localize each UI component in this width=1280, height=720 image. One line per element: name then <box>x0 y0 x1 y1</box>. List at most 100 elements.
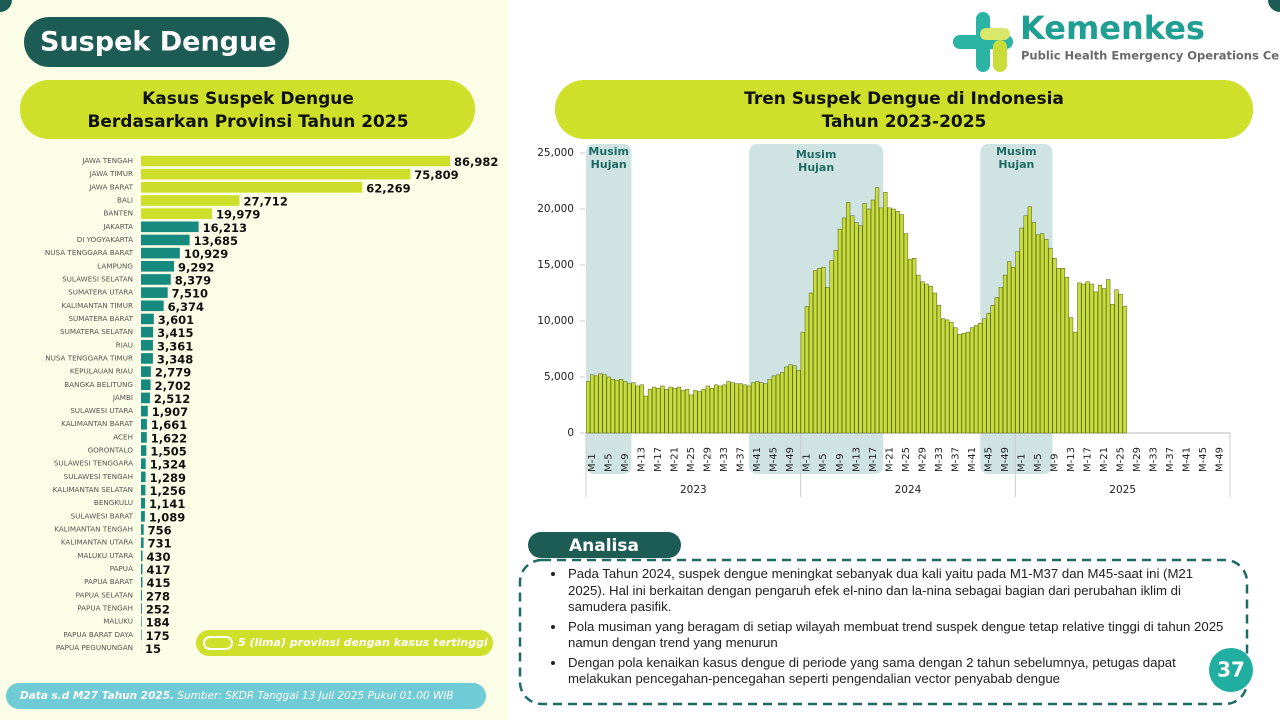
y-tick-label: SUMATERA UTARA <box>68 288 133 297</box>
bar <box>585 381 591 434</box>
corner <box>0 0 12 12</box>
bar <box>610 378 615 434</box>
y-tick-label: SULAWESI TENGAH <box>64 472 133 481</box>
bar <box>709 387 715 434</box>
bar <box>141 208 212 219</box>
x-tick-label: M-1 <box>1016 453 1027 472</box>
bar <box>141 326 154 338</box>
y-tick-label: BANTEN <box>103 209 133 218</box>
x-tick-label: M-37 <box>950 447 961 472</box>
bar <box>701 389 706 434</box>
bar <box>141 524 144 535</box>
bar <box>726 381 731 434</box>
data-label: 2,779 <box>155 366 191 380</box>
bar <box>614 380 620 434</box>
bar <box>1002 274 1008 434</box>
y-tick-label: GORONTALO <box>88 446 134 455</box>
bar <box>850 215 855 434</box>
data-label: 3,601 <box>158 313 194 327</box>
bar <box>986 312 991 434</box>
bar <box>730 382 735 434</box>
data-label: 15 <box>145 642 161 656</box>
bar <box>738 383 743 434</box>
y-tick-label: LAMPUNG <box>97 261 133 270</box>
bar <box>883 191 888 434</box>
bar <box>141 616 142 627</box>
bar <box>141 445 147 456</box>
bar <box>1031 222 1037 434</box>
data-label: 7,510 <box>172 287 208 301</box>
page-title: Suspek Dengue <box>40 27 277 58</box>
data-label: 27,712 <box>243 194 287 208</box>
x-tick-label: M-45 <box>769 447 780 472</box>
legend-box <box>196 630 493 656</box>
bar <box>949 321 954 434</box>
data-label: 756 <box>148 524 172 538</box>
bar <box>1093 291 1098 434</box>
data-label: 3,415 <box>157 326 193 340</box>
bar <box>656 387 661 434</box>
bar <box>141 300 164 312</box>
bar <box>1101 288 1107 434</box>
x-tick-label: M-25 <box>686 447 697 472</box>
footer-bold: Data s.d M27 Tahun 2025. <box>20 690 174 702</box>
x-tick-label: M-45 <box>1198 447 1209 472</box>
bar <box>594 375 599 434</box>
bar <box>771 375 776 434</box>
bar <box>990 305 995 434</box>
bar <box>647 389 653 434</box>
legend-text: 5 (lima) provinsi dengan kasus tertinggi <box>238 636 488 649</box>
x-tick-label: M-33 <box>934 447 945 472</box>
bar <box>1077 282 1082 434</box>
bar <box>141 379 151 391</box>
bar <box>800 331 805 434</box>
corner <box>1268 0 1280 12</box>
data-label: 1,324 <box>150 458 186 472</box>
x-tick-label: M-29 <box>1132 447 1143 472</box>
bar <box>1023 215 1028 434</box>
bar <box>643 395 648 434</box>
y-tick-label: 10,000 <box>537 315 574 327</box>
y-tick-label: PAPUA SELATAN <box>76 590 133 599</box>
y-tick-label: SUMATERA BARAT <box>68 314 133 323</box>
y-tick-label: 15,000 <box>537 259 574 271</box>
y-tick-label: KALIMANTAN TIMUR <box>62 301 134 310</box>
bar <box>751 382 756 434</box>
bar <box>932 292 937 434</box>
x-tick-label: M-5 <box>604 453 615 472</box>
bar <box>994 297 999 434</box>
bar <box>672 387 677 434</box>
data-label: 175 <box>146 629 170 643</box>
y-tick-label: PAPUA TENGAH <box>77 604 133 613</box>
bar <box>742 384 748 434</box>
data-label: 1,622 <box>151 431 187 445</box>
y-tick-label: KALIMANTAN TENGAH <box>54 525 133 534</box>
title-pill <box>24 17 289 67</box>
chart-title: Tren Suspek Dengue di Indonesia <box>744 89 1064 109</box>
bar <box>141 287 168 298</box>
y-tick-label: 5,000 <box>544 371 574 383</box>
bar <box>1015 251 1020 434</box>
bar <box>1085 281 1090 434</box>
bar <box>792 365 797 434</box>
bar <box>808 292 814 434</box>
bar <box>602 374 607 434</box>
bar <box>722 384 727 434</box>
x-tick-label: M-9 <box>1049 453 1060 472</box>
y-tick-label: PAPUA PEGUNUNGAN <box>56 643 133 652</box>
bar <box>685 389 690 434</box>
bar <box>141 405 148 417</box>
y-tick-label: 25,000 <box>537 147 574 159</box>
y-tick-label: PAPUA BARAT <box>84 577 133 586</box>
y-tick-label: SUMATERA SELATAN <box>60 327 133 336</box>
y-tick-label: 0 <box>567 427 574 439</box>
data-label: 2,702 <box>155 379 191 393</box>
bar <box>978 322 983 434</box>
bar <box>141 392 150 404</box>
bar <box>784 366 789 434</box>
bar <box>936 305 942 434</box>
bar <box>965 331 970 434</box>
x-tick-label: M-29 <box>917 447 928 472</box>
bar <box>928 286 933 434</box>
data-label: 2,512 <box>154 392 190 406</box>
